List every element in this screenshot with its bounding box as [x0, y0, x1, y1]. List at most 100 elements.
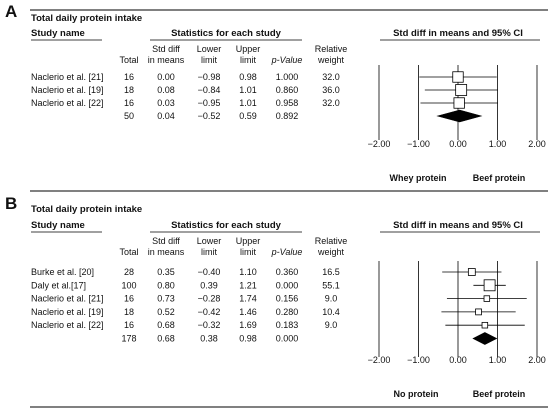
- relative-weight-value: 16.5: [322, 267, 340, 277]
- relative-weight-value: 10.4: [322, 307, 340, 317]
- x-tick-label: 2.00: [528, 139, 546, 149]
- pooled-lower-limit-value: 0.38: [200, 334, 218, 344]
- x-tick-label: −1.00: [407, 355, 430, 365]
- study-name: Daly et al.[17]: [31, 280, 86, 290]
- x-tick-label: 1.00: [489, 139, 507, 149]
- std-diff-value: 0.00: [157, 72, 175, 82]
- relative-weight-value: 32.0: [322, 72, 340, 82]
- header-stats-group: Statistics for each study: [171, 220, 282, 231]
- study-rows: Burke et al. [20] 28 0.35 −0.40 1.10 0.360 16.…: [31, 267, 340, 344]
- total-value: 100: [121, 280, 136, 290]
- total-value: 16: [124, 98, 134, 108]
- study-name: Naclerio et al. [21]: [31, 72, 104, 82]
- header-lower-l2: limit: [201, 247, 217, 257]
- lower-limit-value: −0.84: [198, 85, 221, 95]
- panel-b: B Total daily protein intake Study name …: [5, 194, 548, 408]
- upper-limit-value: 1.46: [239, 307, 257, 317]
- header-p-value: p-Value: [271, 247, 303, 257]
- pooled-p-value: 0.892: [276, 111, 299, 121]
- p-value: 0.958: [276, 98, 299, 108]
- upper-limit-value: 1.69: [239, 320, 257, 330]
- upper-limit-value: 1.01: [239, 85, 257, 95]
- header-std-diff-l1: Std diff: [152, 236, 180, 246]
- header-upper-l1: Upper: [236, 236, 261, 246]
- upper-limit-value: 1.01: [239, 98, 257, 108]
- total-value: 18: [124, 85, 134, 95]
- relative-weight-value: 36.0: [322, 85, 340, 95]
- study-name: Naclerio et al. [22]: [31, 320, 104, 330]
- relative-weight-value: 55.1: [322, 280, 340, 290]
- x-tick-label: 1.00: [489, 355, 507, 365]
- study-rows: Naclerio et al. [21] 16 0.00 −0.98 0.98 1.000…: [31, 72, 340, 121]
- header-lower-l2: limit: [201, 55, 217, 65]
- favours-left-label: No protein: [394, 389, 439, 399]
- header-p-value: p-Value: [271, 55, 303, 65]
- x-tick-label: −1.00: [407, 139, 430, 149]
- header-total: Total: [119, 247, 138, 257]
- point-estimate-square: [483, 279, 496, 292]
- point-estimate-square: [453, 97, 465, 109]
- header-std-diff-l2: in means: [148, 55, 185, 65]
- study-name: Burke et al. [20]: [31, 267, 94, 277]
- lower-limit-value: −0.32: [198, 320, 221, 330]
- std-diff-value: 0.52: [157, 307, 175, 317]
- std-diff-value: 0.08: [157, 85, 175, 95]
- p-value: 0.860: [276, 85, 299, 95]
- header-relative-weight-l1: Relative: [315, 44, 348, 54]
- header-lower-l1: Lower: [197, 44, 222, 54]
- p-value: 0.360: [276, 267, 299, 277]
- std-diff-value: 0.03: [157, 98, 175, 108]
- header-lower-l1: Lower: [197, 236, 222, 246]
- std-diff-value: 0.80: [157, 280, 175, 290]
- p-value: 0.156: [276, 294, 299, 304]
- header-plot: Std diff in means and 95% CI: [393, 28, 523, 39]
- relative-weight-value: 9.0: [325, 320, 338, 330]
- upper-limit-value: 1.10: [239, 267, 257, 277]
- p-value: 0.280: [276, 307, 299, 317]
- x-tick-label: 2.00: [528, 355, 546, 365]
- panel-label: B: [5, 194, 17, 213]
- point-estimate-square: [455, 84, 468, 96]
- panel-title: Total daily protein intake: [31, 13, 142, 24]
- p-value: 0.183: [276, 320, 299, 330]
- header-study-name: Study name: [31, 28, 85, 39]
- lower-limit-value: 0.39: [200, 280, 218, 290]
- header-total: Total: [119, 55, 138, 65]
- header-relative-weight-l2: weight: [317, 247, 345, 257]
- study-name: Naclerio et al. [19]: [31, 85, 104, 95]
- favours-left-label: Whey protein: [389, 173, 446, 183]
- x-tick-label: −2.00: [368, 139, 391, 149]
- panel-title: Total daily protein intake: [31, 204, 142, 215]
- lower-limit-value: −0.42: [198, 307, 221, 317]
- upper-limit-value: 0.98: [239, 72, 257, 82]
- pooled-total-value: 50: [124, 111, 134, 121]
- study-name: Naclerio et al. [21]: [31, 294, 104, 304]
- lower-limit-value: −0.40: [198, 267, 221, 277]
- std-diff-value: 0.68: [157, 320, 175, 330]
- pooled-p-value: 0.000: [276, 334, 299, 344]
- total-value: 28: [124, 267, 134, 277]
- header-plot: Std diff in means and 95% CI: [393, 220, 523, 231]
- pooled-diamond: [472, 332, 498, 345]
- relative-weight-value: 9.0: [325, 294, 338, 304]
- p-value: 1.000: [276, 72, 299, 82]
- point-estimate-square: [452, 71, 464, 83]
- panel-label: A: [5, 2, 17, 21]
- p-value: 0.000: [276, 280, 299, 290]
- upper-limit-value: 1.21: [239, 280, 257, 290]
- lower-limit-value: −0.28: [198, 294, 221, 304]
- header-std-diff-l1: Std diff: [152, 44, 180, 54]
- relative-weight-value: 32.0: [322, 98, 340, 108]
- pooled-total-value: 178: [121, 334, 136, 344]
- total-value: 16: [124, 294, 134, 304]
- x-tick-label: −2.00: [368, 355, 391, 365]
- pooled-lower-limit-value: −0.52: [198, 111, 221, 121]
- header-upper-l2: limit: [240, 55, 256, 65]
- study-name: Naclerio et al. [22]: [31, 98, 104, 108]
- total-value: 16: [124, 72, 134, 82]
- upper-limit-value: 1.74: [239, 294, 257, 304]
- header-relative-weight-l2: weight: [317, 55, 345, 65]
- point-estimate-square: [467, 268, 476, 276]
- point-estimate-square: [481, 321, 489, 329]
